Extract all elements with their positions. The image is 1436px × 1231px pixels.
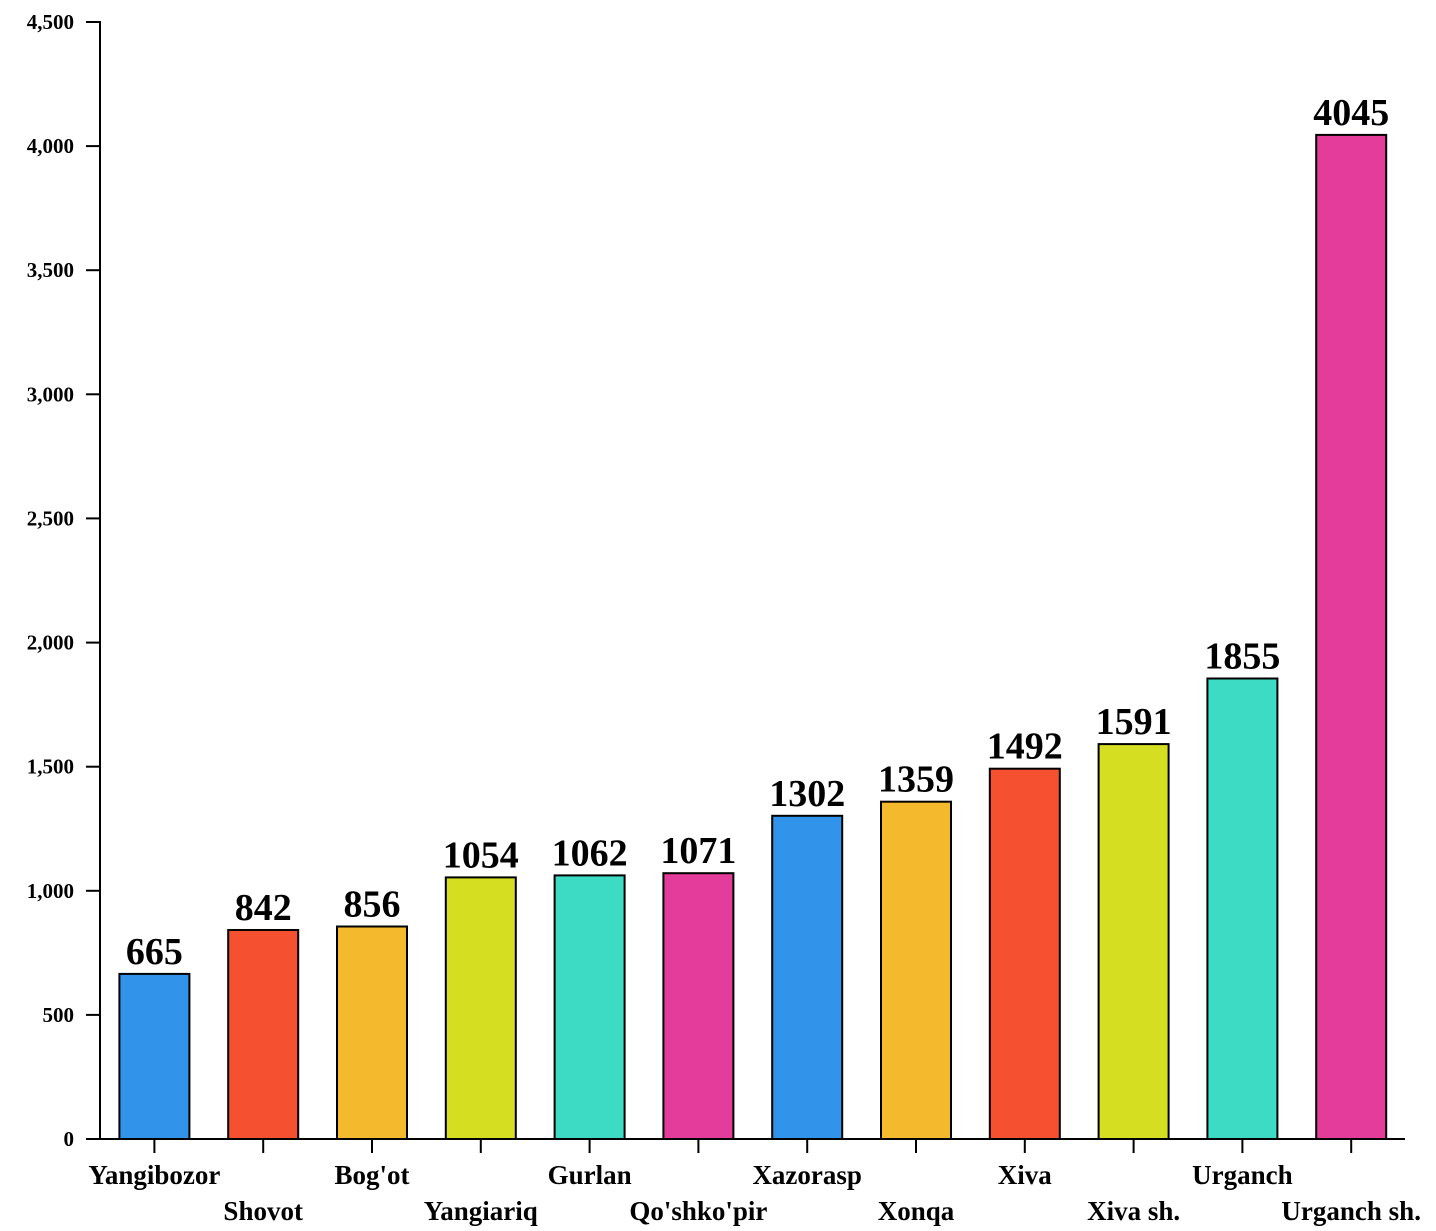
- data-label-urganch: 1855: [1204, 636, 1280, 678]
- bar-xiva-sh: [1097, 743, 1170, 1140]
- x-tick-label-xiva-sh: Xiva sh.: [1087, 1196, 1180, 1226]
- x-tick-label-yangibozor: Yangibozor: [88, 1160, 220, 1190]
- x-tick-label-shovot: Shovot: [223, 1196, 303, 1226]
- y-tick-label-1000: 1,000: [27, 879, 74, 903]
- data-label-gurlan: 1062: [552, 832, 628, 874]
- y-tick-label-2500: 2,500: [27, 506, 74, 530]
- x-tick-label-bog-ot: Bog'ot: [334, 1160, 409, 1190]
- bar-qo-shko-pir: [662, 872, 735, 1140]
- x-tick-label-urganch-sh: Urganch sh.: [1281, 1196, 1421, 1226]
- x-tick-label-xonqa: Xonqa: [878, 1196, 955, 1226]
- x-tick-label-xiva: Xiva: [998, 1160, 1053, 1190]
- axes-layer: [86, 21, 1405, 1153]
- bar-bog-ot: [336, 925, 408, 1140]
- y-tick-label-1500: 1,500: [27, 755, 74, 779]
- y-tick-label-3000: 3,000: [27, 382, 74, 406]
- x-tick-label-xazorasp: Xazorasp: [752, 1160, 862, 1190]
- y-tick-label-4000: 4,000: [27, 134, 74, 158]
- bar-urganch: [1206, 677, 1279, 1140]
- bar-shovot: [227, 929, 300, 1140]
- labels-layer: 665 Yangibozor 842 Shovot 856 Bog'ot 1054 Yangi…: [27, 10, 1421, 1226]
- bar-xiva: [988, 767, 1061, 1140]
- x-tick-label-qo-shko-pir: Qo'shko'pir: [629, 1196, 767, 1226]
- data-label-xonqa: 1359: [878, 759, 954, 801]
- data-label-xiva: 1492: [987, 726, 1063, 768]
- y-tick-label-0: 0: [64, 1127, 75, 1151]
- bars-layer: [118, 133, 1388, 1141]
- data-label-bog-ot: 856: [344, 884, 401, 926]
- data-label-xazorasp: 1302: [769, 773, 845, 815]
- x-tick-label-urganch: Urganch: [1192, 1160, 1293, 1190]
- bar-xazorasp: [771, 814, 844, 1140]
- x-tick-label-gurlan: Gurlan: [548, 1160, 632, 1190]
- bar-gurlan: [553, 874, 626, 1141]
- bar-urganch-sh: [1315, 133, 1388, 1140]
- data-label-shovot: 842: [235, 887, 292, 929]
- y-tick-label-4500: 4,500: [27, 10, 74, 34]
- data-label-urganch-sh: 4045: [1313, 92, 1389, 134]
- bar-yangibozor: [118, 972, 191, 1141]
- y-tick-label-500: 500: [43, 1003, 75, 1027]
- y-tick-label-2000: 2,000: [27, 631, 74, 655]
- bar-yangiariq: [444, 876, 517, 1141]
- data-label-qo-shko-pir: 1071: [660, 830, 736, 872]
- x-tick-label-yangiariq: Yangiariq: [424, 1196, 538, 1226]
- data-label-yangibozor: 665: [126, 931, 183, 973]
- data-label-yangiariq: 1054: [443, 834, 519, 876]
- bar-xonqa: [880, 800, 952, 1140]
- data-label-xiva-sh: 1591: [1096, 701, 1172, 743]
- y-tick-label-3500: 3,500: [27, 258, 74, 282]
